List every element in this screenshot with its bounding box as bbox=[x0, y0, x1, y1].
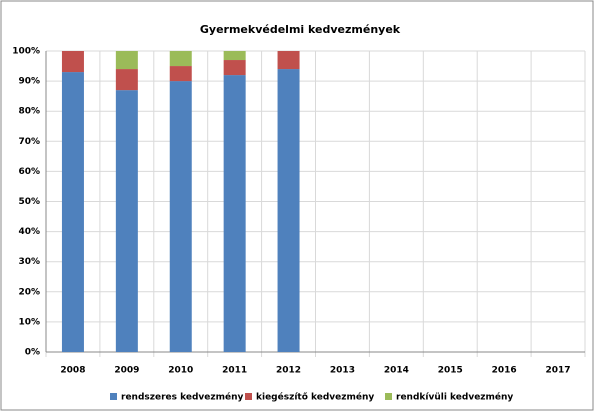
bar-segment bbox=[223, 75, 246, 352]
x-tick-label: 2015 bbox=[438, 366, 463, 376]
y-tick-label: 70% bbox=[18, 137, 40, 147]
y-tick-label: 60% bbox=[18, 167, 40, 177]
legend-swatch bbox=[110, 393, 117, 400]
x-tick-label: 2013 bbox=[330, 366, 355, 376]
legend-label: kiegészítő kedvezmény bbox=[256, 392, 374, 403]
bar-segment bbox=[169, 81, 192, 352]
legend-label: rendszeres kedvezmény bbox=[121, 392, 244, 403]
bar-segment bbox=[277, 69, 300, 352]
x-tick-label: 2017 bbox=[546, 366, 571, 376]
bar-segment bbox=[115, 51, 138, 70]
bar-segment bbox=[277, 51, 300, 70]
x-tick-label: 2009 bbox=[114, 366, 139, 376]
legend-label: rendkívüli kedvezmény bbox=[396, 392, 513, 403]
y-tick-label: 20% bbox=[18, 287, 40, 297]
y-tick-label: 40% bbox=[18, 227, 40, 237]
legend-swatch bbox=[385, 393, 392, 400]
x-tick-label: 2016 bbox=[492, 366, 517, 376]
legend-swatch bbox=[245, 393, 252, 400]
x-tick-label: 2014 bbox=[384, 366, 409, 376]
y-tick-label: 100% bbox=[12, 47, 40, 57]
chart-title: Gyermekvédelmi kedvezmények bbox=[200, 23, 401, 36]
x-tick-label: 2010 bbox=[168, 366, 193, 376]
y-tick-label: 90% bbox=[18, 77, 40, 87]
bar-segment bbox=[223, 60, 246, 76]
x-tick-label: 2011 bbox=[222, 366, 247, 376]
bar-segment bbox=[169, 66, 192, 82]
x-tick-label: 2012 bbox=[276, 366, 301, 376]
y-tick-label: 80% bbox=[18, 107, 40, 117]
bar-segment bbox=[169, 51, 192, 67]
y-tick-label: 30% bbox=[18, 257, 40, 267]
y-tick-label: 50% bbox=[18, 197, 40, 207]
y-tick-label: 0% bbox=[25, 348, 40, 358]
bar-segment bbox=[223, 51, 246, 61]
bar-segment bbox=[61, 72, 84, 352]
bar-segment bbox=[61, 51, 84, 73]
bar-segment bbox=[115, 90, 138, 352]
x-tick-label: 2008 bbox=[60, 366, 85, 376]
bar-segment bbox=[115, 69, 138, 91]
y-tick-label: 10% bbox=[18, 317, 40, 327]
